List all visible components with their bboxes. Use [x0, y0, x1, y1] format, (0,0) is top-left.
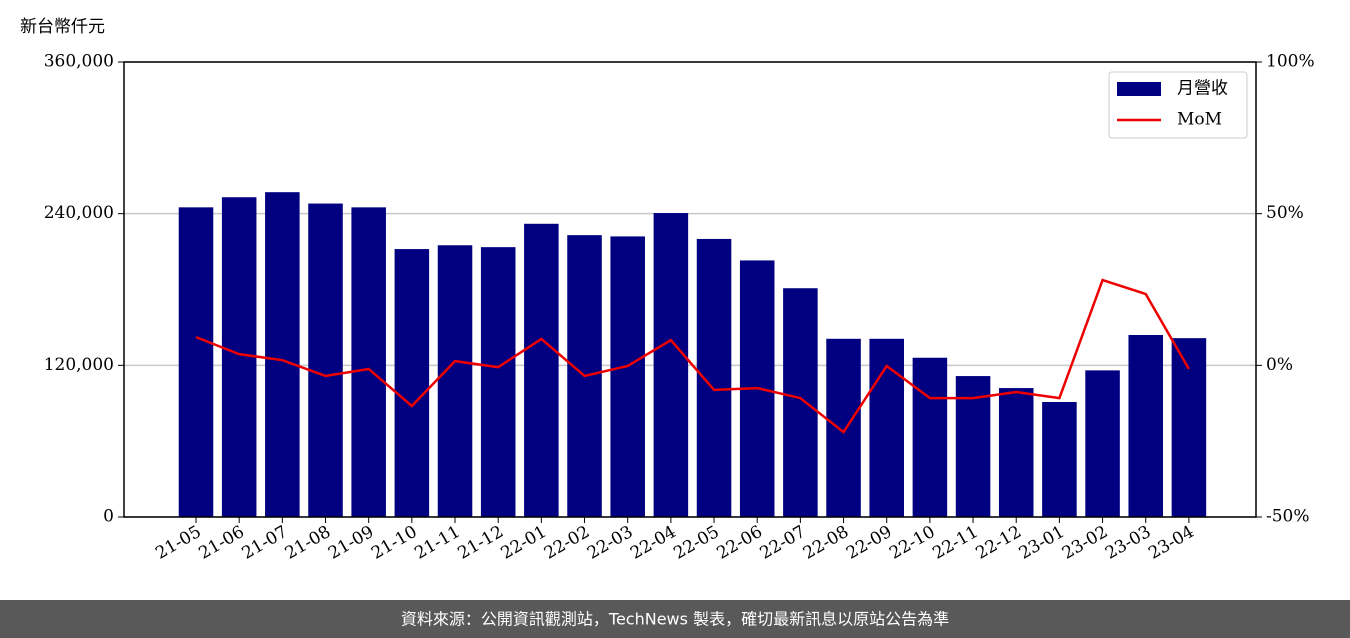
x-tick-label: 21-05 — [152, 522, 204, 564]
x-tick-label: 21-12 — [454, 522, 506, 564]
bar — [826, 338, 861, 517]
bar — [480, 247, 516, 517]
x-tick-label: 21-08 — [282, 522, 334, 564]
footer: 資料來源：公開資訊觀測站，TechNews 製表，確切最新訊息以原站公告為準 — [401, 610, 949, 629]
x-tick-label: 22-01 — [498, 522, 550, 564]
x-tick-label: 22-12 — [973, 522, 1025, 564]
legend: 月營收 MoM — [1108, 71, 1248, 139]
y2-tick-label: -50% — [1266, 507, 1310, 527]
x-tick-label: 23-01 — [1016, 522, 1068, 564]
x-tick-label: 22-09 — [843, 522, 895, 564]
x-tick-label: 22-02 — [541, 522, 593, 564]
bar — [869, 338, 904, 517]
x-tick-label: 22-10 — [886, 522, 938, 564]
x-tick-label: 22-06 — [714, 522, 766, 564]
legend-label: 月營收 — [1177, 79, 1228, 99]
bar — [221, 197, 257, 517]
bar — [1042, 401, 1077, 517]
x-tick-label: 22-07 — [757, 522, 809, 564]
bar — [998, 388, 1034, 517]
x-tick-label: 22-03 — [584, 522, 636, 564]
y2-tick-label: 50% — [1266, 203, 1304, 223]
bar — [696, 238, 732, 517]
bar — [178, 207, 214, 517]
x-tick-label: 23-02 — [1059, 522, 1111, 564]
x-tick-label: 21-09 — [325, 522, 377, 564]
x-tick-label: 22-04 — [627, 522, 679, 564]
x-tick-label: 21-11 — [411, 522, 463, 564]
x-tick-label: 21-10 — [368, 522, 420, 564]
bar — [912, 357, 948, 517]
x-tick-label: 21-06 — [195, 522, 247, 564]
y-tick-label: 120,000 — [44, 355, 114, 375]
x-tick-label: 22-05 — [670, 522, 722, 564]
bar — [783, 288, 818, 517]
x-tick-label: 22-08 — [800, 522, 852, 564]
bar — [265, 192, 300, 518]
legend-label: MoM — [1177, 110, 1222, 130]
bar — [610, 236, 645, 517]
bar — [394, 249, 430, 518]
bar — [1128, 335, 1164, 517]
bar — [437, 245, 473, 517]
bar — [524, 223, 559, 517]
bar — [955, 376, 991, 517]
bar — [308, 203, 343, 518]
bar — [351, 207, 386, 517]
y2-tick-label: 0% — [1266, 355, 1293, 375]
y-tick-label: 240,000 — [44, 203, 114, 223]
y-tick-label: 0 — [103, 507, 114, 527]
bar — [1085, 370, 1120, 517]
x-tick-label: 22-11 — [929, 522, 981, 564]
x-tick-label: 23-04 — [1145, 522, 1197, 564]
x-tick-label: 21-07 — [239, 522, 291, 564]
legend-swatch — [1117, 82, 1161, 96]
bar — [1171, 338, 1207, 517]
footer-bar — [0, 600, 1350, 638]
y-axis-label: 新台幣仟元 — [20, 17, 105, 37]
x-tick-label: 23-03 — [1102, 522, 1154, 564]
bar — [653, 213, 689, 517]
plot-frame — [123, 61, 1257, 518]
y2-tick-label: 100% — [1266, 52, 1315, 72]
line — [195, 278, 1190, 434]
y-tick-label: 360,000 — [44, 52, 114, 72]
